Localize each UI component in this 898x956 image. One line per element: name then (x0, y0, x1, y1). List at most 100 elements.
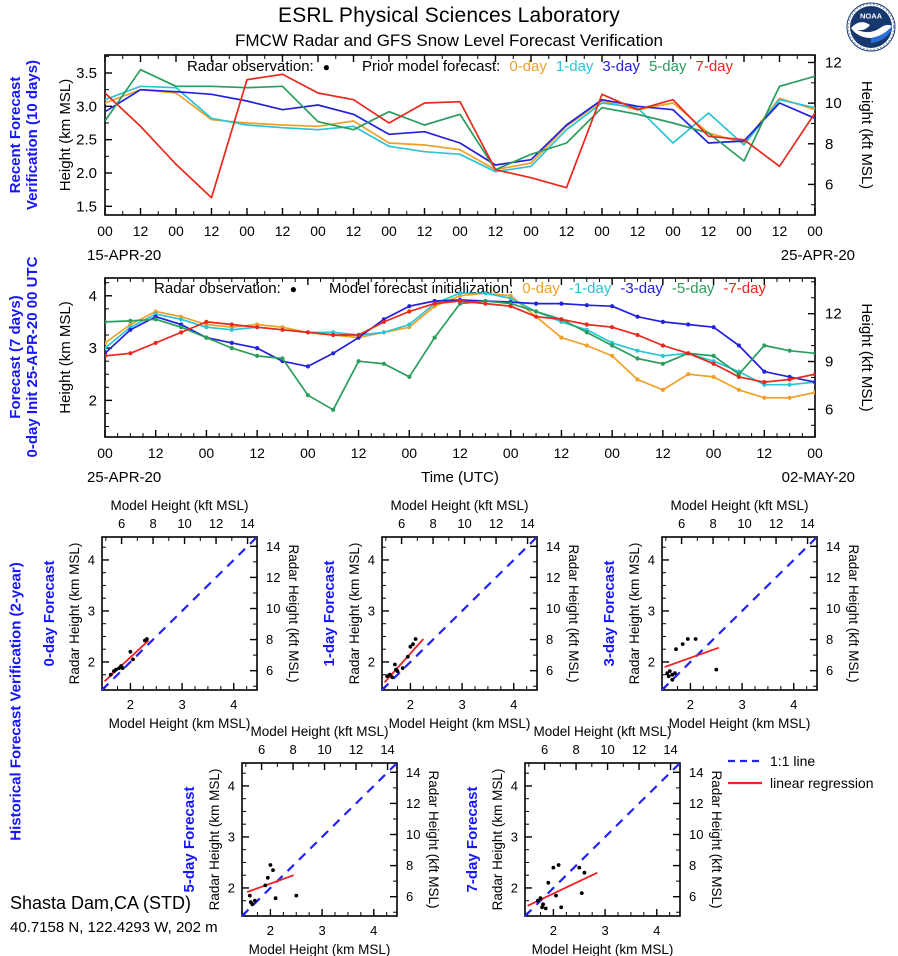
svg-text:12: 12 (488, 223, 504, 239)
scatter-0day-ylabel-left: Radar Height (km MSL) (67, 543, 82, 685)
plot1-side-label: Recent Forecast Verification (10 days) (7, 59, 41, 211)
scatter-5day-ticks (242, 763, 397, 916)
svg-text:4: 4 (510, 697, 517, 712)
svg-text:2.0: 2.0 (76, 165, 97, 182)
scatter-3day-points (665, 637, 719, 682)
svg-text:1.5: 1.5 (76, 198, 97, 215)
station-name: Shasta Dam,CA (STD) (10, 893, 192, 913)
scatter-7day-title: 7-day Forecast (464, 787, 481, 893)
scatter-0day-frame (101, 536, 258, 691)
scatter-0day-xlabel-bottom: Model Height (km MSL) (109, 716, 251, 731)
svg-text:8: 8 (826, 632, 833, 647)
scatter-5day-xlabel-top: Model Height (kft MSL) (250, 724, 388, 739)
svg-text:14: 14 (406, 765, 420, 780)
scatter-5day-regression-line (246, 874, 294, 893)
one-to-one-line-sample (728, 759, 762, 763)
svg-text:14: 14 (266, 539, 280, 554)
plot2-series--5-day (105, 298, 815, 412)
svg-text:12: 12 (204, 223, 220, 239)
plot1-ticks (104, 55, 816, 215)
svg-text:6: 6 (406, 889, 413, 904)
svg-text:12: 12 (559, 223, 575, 239)
svg-text:2: 2 (228, 880, 235, 895)
svg-text:3: 3 (511, 829, 518, 844)
scatter-7day-ylabel-left: Radar Height (km MSL) (490, 769, 505, 911)
svg-text:12: 12 (452, 445, 468, 461)
svg-text:00: 00 (807, 223, 823, 239)
svg-text:6: 6 (266, 663, 273, 678)
scatter-0day-canvas: 2 2 3 3 4 4 6 6 8 8 10 10 12 12 14 14 Model Height (kft … (41, 498, 301, 731)
scatter-5day-canvas: 2 2 3 3 4 4 6 6 8 8 10 10 12 12 14 14 Model Height (kft … (181, 724, 441, 956)
svg-text:10: 10 (826, 601, 840, 616)
svg-text:6: 6 (546, 663, 553, 678)
scatter-7day-ticks (525, 763, 680, 916)
scatter-0day-ylabel-right: Radar Height (kft MSL) (286, 544, 301, 682)
svg-text:6: 6 (825, 176, 833, 193)
svg-text:12: 12 (489, 516, 503, 531)
svg-text:10: 10 (457, 516, 471, 531)
svg-text:2: 2 (511, 880, 518, 895)
svg-text:12: 12 (148, 445, 164, 461)
svg-text:8: 8 (266, 632, 273, 647)
scatter-3day-ylabel-right: Radar Height (kft MSL) (846, 544, 861, 682)
svg-text:00: 00 (97, 223, 113, 239)
svg-text:12: 12 (772, 223, 788, 239)
page-title: ESRL Physical Sciences Laboratory (278, 4, 620, 27)
plot1-ylabel-left: Height (km MSL) (57, 79, 74, 192)
scatter-0day-one-to-one-line (101, 536, 258, 691)
svg-text:12: 12 (346, 223, 362, 239)
svg-text:3: 3 (88, 603, 95, 618)
scatter-5day-title: 5-day Forecast (181, 787, 198, 893)
svg-text:00: 00 (452, 223, 468, 239)
plot2-ylabel-right: Height (kft MSL) (858, 303, 875, 411)
svg-text:3.5: 3.5 (76, 65, 97, 82)
noaa-logo: NOAA (846, 2, 896, 52)
plot1-legend-item-5-day: 5-day (648, 58, 687, 75)
plot2-series--7-day (105, 298, 815, 385)
plot2-legend-item--7-day: -7-day (723, 280, 766, 297)
svg-text:00: 00 (807, 445, 823, 461)
plot1-legend: Radar observation: ● Prior model forecast:… (105, 58, 815, 75)
svg-text:3: 3 (368, 603, 375, 618)
plot2-xaxis-title: Time (UTC) (421, 469, 499, 486)
svg-text:12: 12 (417, 223, 433, 239)
scatter-7day-canvas: 2 2 3 3 4 4 6 6 8 8 10 10 12 12 14 14 Model Height (kft … (464, 724, 724, 956)
header: ESRL Physical Sciences Laboratory FMCW R… (0, 0, 898, 51)
plot1-legend-item-0-day: 0-day (509, 58, 547, 75)
svg-text:00: 00 (97, 445, 113, 461)
svg-text:4: 4 (228, 778, 235, 793)
regression-legend-row: linear regression (727, 775, 874, 791)
svg-text:3: 3 (178, 697, 185, 712)
plot2-series-0-day (105, 291, 815, 400)
scatter-5day-one-to-one-line (241, 762, 398, 917)
svg-text:00: 00 (594, 223, 610, 239)
svg-text:00: 00 (168, 223, 184, 239)
svg-text:2: 2 (89, 392, 97, 409)
svg-text:00: 00 (523, 223, 539, 239)
svg-text:10: 10 (406, 827, 420, 842)
scatter-7day-one-to-one-line (524, 762, 681, 917)
plot2-side-label: Forecast (7 days) 0-day Init 25-APR-20 0… (7, 256, 41, 458)
historical-side-label: Historical Forecast Verification (2-year… (7, 562, 25, 841)
svg-text:12: 12 (406, 796, 420, 811)
plot1-frame (104, 54, 816, 216)
one-to-one-label: 1:1 line (770, 753, 816, 769)
svg-text:10: 10 (689, 827, 703, 842)
svg-text:12: 12 (632, 742, 646, 757)
scatter-5day-ylabel-left: Radar Height (km MSL) (207, 769, 222, 911)
svg-text:3: 3 (601, 923, 608, 938)
plot1-radar-dot-icon: ● (322, 60, 330, 74)
svg-text:14: 14 (800, 516, 814, 531)
svg-text:8: 8 (289, 742, 296, 757)
svg-text:3: 3 (318, 923, 325, 938)
scatter-3day-frame (661, 536, 818, 691)
svg-text:2: 2 (407, 697, 414, 712)
svg-text:8: 8 (825, 136, 833, 153)
svg-text:00: 00 (199, 445, 215, 461)
scatter-1day-xlabel-bottom: Model Height (km MSL) (389, 716, 531, 731)
plot1-legend-obs-label: Radar observation: (186, 58, 314, 75)
svg-text:4: 4 (89, 288, 97, 305)
scatter-1day-one-to-one-line (381, 536, 538, 691)
svg-text:00: 00 (736, 223, 752, 239)
svg-text:4: 4 (511, 778, 518, 793)
